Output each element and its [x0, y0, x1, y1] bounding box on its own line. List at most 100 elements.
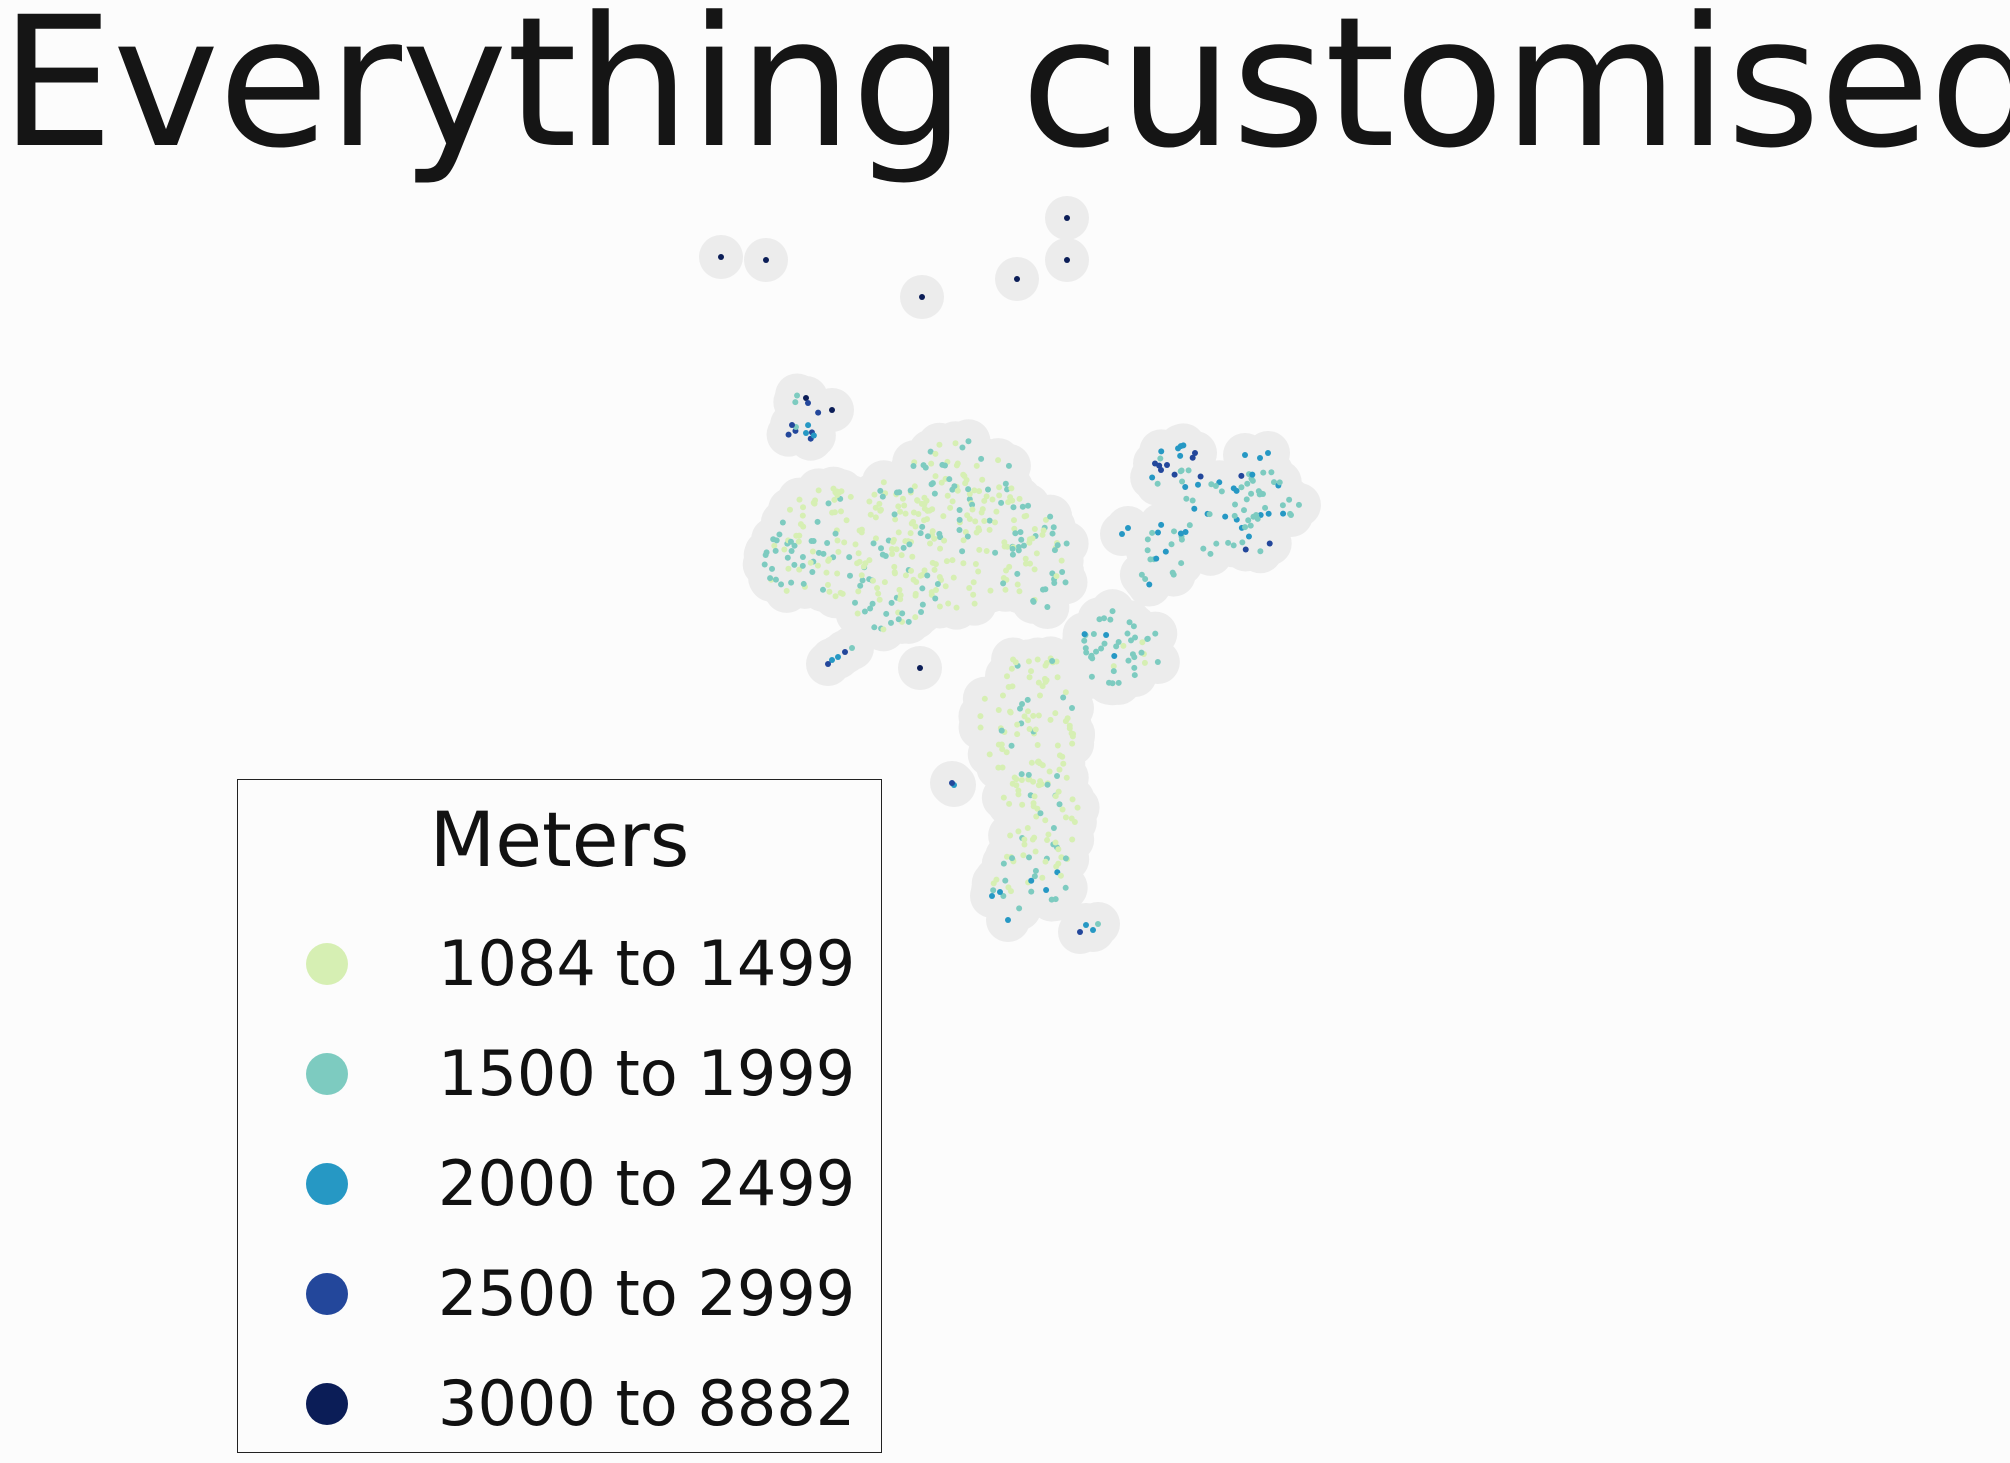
- elevation-point: [1043, 886, 1050, 893]
- elevation-point: [1021, 841, 1028, 848]
- elevation-point: [946, 476, 953, 483]
- elevation-point: [942, 583, 949, 590]
- elevation-point: [1197, 473, 1204, 480]
- elevation-point: [891, 563, 898, 570]
- elevation-point: [803, 430, 809, 436]
- elevation-point: [1009, 551, 1016, 558]
- elevation-point: [902, 538, 909, 545]
- elevation-point: [966, 490, 973, 497]
- elevation-point: [841, 539, 848, 546]
- elevation-point: [869, 600, 876, 607]
- elevation-point: [993, 508, 1000, 515]
- elevation-point: [1279, 502, 1286, 509]
- legend-swatch: [306, 943, 348, 985]
- elevation-point: [1050, 524, 1057, 531]
- elevation-point: [854, 610, 861, 617]
- elevation-point: [832, 530, 839, 537]
- elevation-point: [1039, 874, 1046, 881]
- elevation-point: [1212, 483, 1219, 490]
- elevation-point: [898, 552, 905, 559]
- elevation-point: [970, 579, 977, 586]
- elevation-point: [1031, 834, 1038, 841]
- elevation-point: [1257, 548, 1264, 555]
- elevation-point: [1062, 855, 1069, 862]
- elevation-point: [1083, 649, 1090, 656]
- elevation-point: [794, 392, 801, 399]
- elevation-point: [1026, 674, 1033, 681]
- elevation-point: [1017, 705, 1024, 712]
- elevation-point: [999, 692, 1006, 699]
- elevation-point: [943, 558, 950, 565]
- elevation-point: [858, 529, 865, 536]
- elevation-point: [1002, 480, 1009, 487]
- elevation-point: [1158, 467, 1164, 473]
- elevation-point: [1129, 651, 1136, 658]
- elevation-point: [1132, 634, 1139, 641]
- elevation-point: [814, 562, 821, 569]
- elevation-point: [1158, 448, 1165, 455]
- elevation-point: [972, 561, 979, 568]
- elevation-point: [1001, 539, 1008, 546]
- elevation-point: [893, 546, 900, 553]
- elevation-point: [1011, 525, 1018, 532]
- elevation-point: [956, 506, 963, 513]
- elevation-point: [1054, 674, 1061, 681]
- elevation-point: [960, 560, 967, 567]
- elevation-point: [976, 546, 983, 553]
- elevation-point: [1032, 867, 1039, 874]
- elevation-point: [1245, 517, 1252, 524]
- elevation-point: [1031, 873, 1038, 880]
- legend: Meters 1084 to 1499 1500 to 1999 2000 to…: [237, 779, 882, 1453]
- elevation-point: [1182, 528, 1189, 535]
- elevation-point: [811, 500, 818, 507]
- elevation-point: [897, 508, 904, 515]
- elevation-point: [1020, 542, 1027, 549]
- legend-item: 1500 to 1999: [238, 1020, 881, 1130]
- elevation-point: [1115, 639, 1122, 646]
- elevation-point: [987, 587, 994, 594]
- elevation-point: [800, 580, 807, 587]
- elevation-point: [1177, 530, 1184, 537]
- elevation-point: [928, 460, 935, 467]
- elevation-point: [887, 619, 894, 626]
- elevation-point: [843, 517, 850, 524]
- elevation-point: [1015, 787, 1022, 794]
- elevation-point: [990, 887, 997, 894]
- elevation-point: [1090, 630, 1097, 637]
- elevation-point: [1153, 555, 1160, 562]
- elevation-point: [1171, 528, 1178, 535]
- elevation-point: [1031, 566, 1038, 573]
- elevation-point: [950, 574, 957, 581]
- elevation-point: [934, 580, 941, 587]
- elevation-point: [1110, 663, 1117, 670]
- elevation-point: [866, 498, 873, 505]
- elevation-point: [947, 504, 954, 511]
- elevation-point: [1147, 556, 1154, 563]
- elevation-point: [971, 487, 978, 494]
- legend-swatch: [306, 1163, 348, 1205]
- elevation-point: [883, 610, 890, 617]
- elevation-point: [997, 889, 1003, 895]
- elevation-point: [814, 518, 821, 525]
- elevation-point: [949, 498, 956, 505]
- elevation-point: [891, 511, 898, 518]
- elevation-point: [859, 577, 866, 584]
- elevation-point: [1230, 485, 1237, 492]
- elevation-point: [1000, 860, 1007, 867]
- elevation-point: [810, 537, 817, 544]
- elevation-point: [788, 547, 795, 554]
- elevation-point: [905, 618, 912, 625]
- elevation-point: [1207, 550, 1214, 557]
- elevation-point: [1096, 616, 1103, 623]
- elevation-point: [825, 500, 832, 507]
- elevation-point: [932, 450, 939, 457]
- elevation-point: [1005, 462, 1012, 469]
- elevation-point: [966, 584, 973, 591]
- elevation-point: [1266, 540, 1273, 547]
- elevation-point: [1052, 793, 1059, 800]
- elevation-point: [1088, 652, 1095, 659]
- elevation-point: [1239, 539, 1246, 546]
- elevation-point: [949, 780, 955, 786]
- elevation-point: [815, 487, 822, 494]
